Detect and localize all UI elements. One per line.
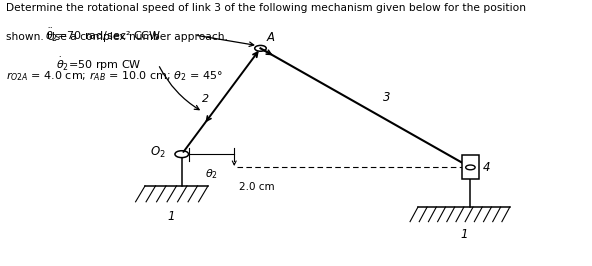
Text: $r_{O2A}$ = 4.0 cm; $r_{AB}$ = 10.0 cm; $\theta_2$ = 45°: $r_{O2A}$ = 4.0 cm; $r_{AB}$ = 10.0 cm; … (6, 69, 223, 83)
Text: 3: 3 (382, 91, 390, 104)
Text: A: A (267, 31, 275, 44)
Bar (462, 156, 479, 179)
Text: 1: 1 (168, 210, 175, 223)
Text: B: B (465, 162, 473, 172)
Text: $\theta_2$: $\theta_2$ (205, 167, 218, 181)
Text: $O_2$: $O_2$ (150, 145, 166, 160)
Text: Determine the rotational speed of link 3 of the following mechanism given below : Determine the rotational speed of link 3… (6, 3, 526, 13)
Text: shown. Use a complex number approach.: shown. Use a complex number approach. (6, 32, 228, 43)
Text: 2: 2 (202, 94, 209, 103)
Text: $\dot{\theta}_2$=50 rpm CW: $\dot{\theta}_2$=50 rpm CW (56, 56, 141, 73)
Text: $\ddot{\theta}_2$=70 rad/sec² CCW: $\ddot{\theta}_2$=70 rad/sec² CCW (46, 27, 162, 44)
Text: 1: 1 (460, 228, 468, 241)
Text: 4: 4 (483, 161, 491, 174)
Text: 2.0 cm: 2.0 cm (240, 182, 275, 192)
